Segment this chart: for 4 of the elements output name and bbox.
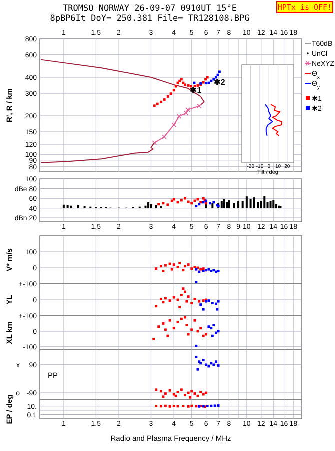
chart-subtitle: 8pBP6It DoY= 250.381 File= TR128108.BPG: [50, 14, 250, 24]
chart-title: TROMSO NORWAY 26-09-07 0910UT 15°E: [63, 4, 237, 14]
annotation: ✱2: [214, 78, 226, 88]
annotation: ✱1: [190, 86, 202, 96]
